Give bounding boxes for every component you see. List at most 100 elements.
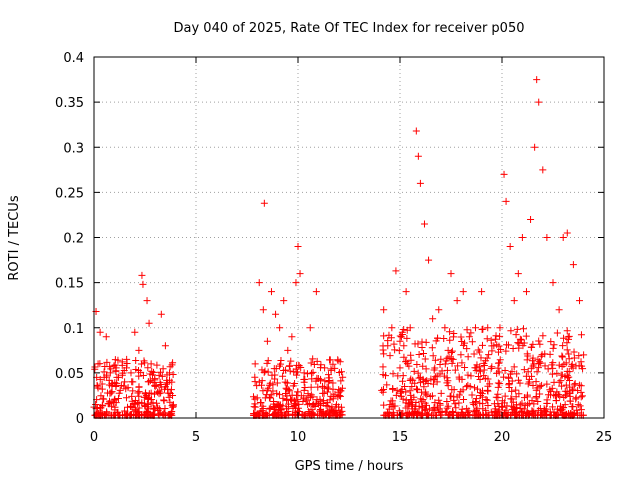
data-point	[395, 347, 403, 355]
data-point	[160, 396, 168, 404]
data-point	[580, 351, 588, 359]
data-point	[553, 369, 561, 377]
data-point	[453, 297, 461, 305]
data-point	[422, 365, 430, 373]
data-point	[495, 359, 503, 367]
data-point	[166, 410, 174, 418]
data-point	[337, 368, 345, 376]
data-point	[437, 355, 445, 363]
data-point	[421, 355, 429, 363]
data-point	[272, 310, 280, 318]
data-point	[120, 366, 128, 374]
data-point	[379, 371, 387, 379]
data-point	[485, 351, 493, 359]
data-point	[469, 399, 477, 407]
data-point	[570, 354, 578, 362]
data-point	[316, 364, 324, 372]
data-point	[563, 410, 571, 418]
data-point	[438, 367, 446, 375]
data-point	[535, 98, 543, 106]
data-point	[168, 402, 176, 410]
data-point	[105, 376, 113, 384]
data-point	[157, 368, 165, 376]
data-point	[298, 411, 306, 419]
data-point	[520, 405, 528, 413]
data-point	[414, 386, 422, 394]
data-point	[541, 362, 549, 370]
data-point	[538, 381, 546, 389]
axis-ticks: 0 5 10 15 20 25 0 0.05 0.1 0.15 0.2 0.25 0.3 0.35 0.4	[55, 51, 612, 445]
data-point	[471, 384, 479, 392]
data-point	[571, 380, 579, 388]
data-point	[549, 364, 557, 372]
data-point	[536, 382, 544, 390]
data-point	[144, 395, 152, 403]
data-point	[287, 357, 295, 365]
data-point	[281, 378, 289, 386]
data-point	[577, 393, 585, 401]
data-point	[149, 379, 157, 387]
data-point	[550, 341, 558, 349]
data-point	[422, 405, 430, 413]
data-point	[500, 399, 508, 407]
data-point	[402, 288, 410, 296]
data-point	[569, 385, 577, 393]
data-point	[154, 388, 162, 396]
data-point	[401, 382, 409, 390]
data-point	[465, 333, 473, 341]
data-point	[251, 395, 259, 403]
data-point	[143, 297, 151, 305]
data-point	[300, 386, 308, 394]
data-point	[539, 332, 547, 340]
data-point	[309, 368, 317, 376]
data-point	[538, 351, 546, 359]
data-point	[512, 386, 520, 394]
data-point	[144, 364, 152, 372]
data-point	[329, 360, 337, 368]
data-point	[168, 361, 176, 369]
data-point	[333, 401, 341, 409]
data-point	[292, 391, 300, 399]
data-point	[325, 385, 333, 393]
y-tick-label: 0.35	[55, 96, 84, 111]
data-point	[568, 360, 576, 368]
data-point	[431, 364, 439, 372]
data-point	[494, 364, 502, 372]
data-point	[137, 360, 145, 368]
data-point	[422, 338, 430, 346]
data-point	[257, 399, 265, 407]
data-point	[91, 365, 99, 373]
data-point	[534, 356, 542, 364]
data-point	[487, 408, 495, 416]
data-point	[135, 398, 143, 406]
data-point	[524, 352, 532, 360]
data-point	[404, 400, 412, 408]
y-tick-label: 0.05	[55, 367, 84, 382]
x-tick-label: 15	[392, 430, 409, 445]
data-point	[472, 364, 480, 372]
data-point	[414, 410, 422, 418]
data-point	[267, 288, 275, 296]
data-point	[154, 410, 162, 418]
data-point	[263, 359, 271, 367]
data-point	[379, 363, 387, 371]
y-axis-label: ROTI / TECUs	[7, 195, 22, 280]
data-point	[123, 360, 131, 368]
data-point	[284, 408, 292, 416]
data-point	[457, 351, 465, 359]
data-point	[283, 396, 291, 404]
data-point	[169, 371, 177, 379]
data-point	[403, 334, 411, 342]
data-point	[535, 337, 543, 345]
data-point	[506, 370, 514, 378]
data-point	[559, 353, 567, 361]
data-point	[111, 395, 119, 403]
data-point	[521, 401, 529, 409]
data-point	[461, 363, 469, 371]
data-point	[319, 399, 327, 407]
data-point	[301, 375, 309, 383]
data-point	[397, 392, 405, 400]
data-point	[577, 331, 585, 339]
data-point	[399, 372, 407, 380]
data-point	[463, 345, 471, 353]
